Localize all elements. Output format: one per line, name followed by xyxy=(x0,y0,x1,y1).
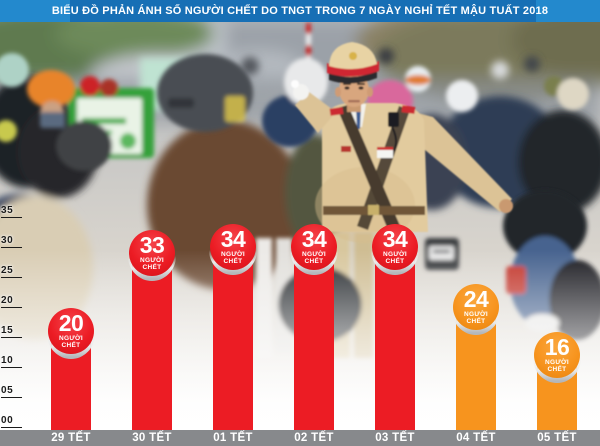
death-count: 34 xyxy=(301,226,327,252)
bar-04-tet: 24 NGƯỜI CHẾT xyxy=(452,284,500,430)
death-unit-label: NGƯỜI CHẾT xyxy=(464,311,488,325)
x-label-29-tet: 29 TẾT xyxy=(51,432,91,444)
y-tick-15: 15 xyxy=(1,325,22,338)
bar-30-tet: 33 NGƯỜI CHẾT xyxy=(128,230,176,430)
bar-03-tet: 34 NGƯỜI CHẾT xyxy=(371,224,419,430)
death-unit-label: NGƯỜI CHẾT xyxy=(221,251,245,265)
value-bubble: 20 NGƯỜI CHẾT xyxy=(48,308,94,354)
y-tick-05: 05 xyxy=(1,385,22,398)
x-label-02-tet: 02 TẾT xyxy=(294,432,334,444)
value-bubble: 16 NGƯỜI CHẾT xyxy=(534,332,580,378)
x-label-03-tet: 03 TẾT xyxy=(375,432,415,444)
x-label-05-tet: 05 TẾT xyxy=(537,432,577,444)
x-label-04-tet: 04 TẾT xyxy=(456,432,496,444)
value-bubble: 24 NGƯỜI CHẾT xyxy=(453,284,499,330)
value-bubble: 34 NGƯỜI CHẾT xyxy=(210,224,256,270)
x-label-30-tet: 30 TẾT xyxy=(132,432,172,444)
death-unit-label: NGƯỜI CHẾT xyxy=(302,251,326,265)
bar-column xyxy=(375,245,415,430)
y-tick-35: 35 xyxy=(1,205,22,218)
death-count: 33 xyxy=(139,232,165,258)
value-bubble: 34 NGƯỜI CHẾT xyxy=(372,224,418,270)
value-bubble: 34 NGƯỜI CHẾT xyxy=(291,224,337,270)
bar-02-tet: 34 NGƯỜI CHẾT xyxy=(290,224,338,430)
y-tick-25: 25 xyxy=(1,265,22,278)
title-plate xyxy=(70,0,536,22)
bar-column xyxy=(294,245,334,430)
bar-29-tet: 20 NGƯỜI CHẾT xyxy=(47,308,95,430)
y-tick-20: 20 xyxy=(1,295,22,308)
y-tick-00: 00 xyxy=(1,415,22,428)
death-unit-label: NGƯỜI CHẾT xyxy=(59,335,83,349)
x-axis-strip: 29 TẾT 30 TẾT 01 TẾT 02 TẾT 03 TẾT 04 TẾ… xyxy=(0,430,600,446)
death-count: 16 xyxy=(544,334,570,360)
death-unit-label: NGƯỜI CHẾT xyxy=(545,359,569,373)
death-unit-label: NGƯỜI CHẾT xyxy=(383,251,407,265)
bar-column xyxy=(213,245,253,430)
title-bar: BIỂU ĐỒ PHẢN ÁNH SỐ NGƯỜI CHẾT DO TNGT T… xyxy=(0,0,600,22)
value-bubble: 33 NGƯỜI CHẾT xyxy=(129,230,175,276)
death-count: 34 xyxy=(382,226,408,252)
chart-title: BIỂU ĐỒ PHẢN ÁNH SỐ NGƯỜI CHẾT DO TNGT T… xyxy=(51,5,549,17)
y-tick-10: 10 xyxy=(1,355,22,368)
death-unit-label: NGƯỜI CHẾT xyxy=(140,257,164,271)
bar-05-tet: 16 NGƯỜI CHẾT xyxy=(533,332,581,430)
death-count: 24 xyxy=(463,286,489,312)
x-label-01-tet: 01 TẾT xyxy=(213,432,253,444)
y-tick-30: 30 xyxy=(1,235,22,248)
death-count: 20 xyxy=(58,310,84,336)
bar-01-tet: 34 NGƯỜI CHẾT xyxy=(209,224,257,430)
death-count: 34 xyxy=(220,226,246,252)
